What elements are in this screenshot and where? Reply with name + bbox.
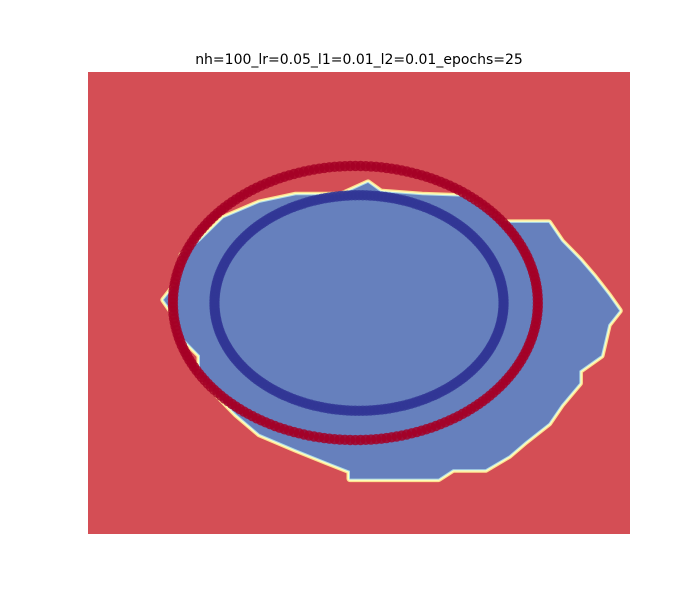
chart-title: nh=100_lr=0.05_l1=0.01_l2=0.01_epochs=25 xyxy=(195,52,523,68)
class-1-point xyxy=(498,300,509,312)
plot-area xyxy=(88,72,630,534)
class-0-point xyxy=(532,301,543,313)
class-1-decision-region xyxy=(163,182,620,479)
